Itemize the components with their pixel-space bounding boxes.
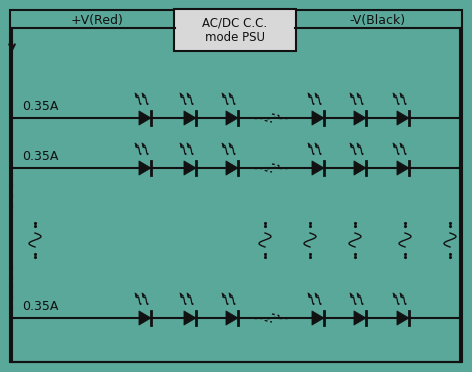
- Polygon shape: [226, 161, 238, 175]
- Text: +V(Red): +V(Red): [71, 13, 124, 26]
- Polygon shape: [184, 161, 196, 175]
- Polygon shape: [184, 111, 196, 125]
- Polygon shape: [226, 311, 238, 325]
- Polygon shape: [312, 311, 324, 325]
- Text: 0.35A: 0.35A: [22, 99, 58, 112]
- Polygon shape: [397, 111, 409, 125]
- Polygon shape: [139, 311, 151, 325]
- FancyBboxPatch shape: [174, 9, 296, 51]
- Polygon shape: [226, 111, 238, 125]
- Polygon shape: [139, 161, 151, 175]
- Text: 0.35A: 0.35A: [22, 150, 58, 163]
- Polygon shape: [312, 161, 324, 175]
- Polygon shape: [397, 311, 409, 325]
- Text: -V(Black): -V(Black): [349, 13, 405, 26]
- Polygon shape: [184, 311, 196, 325]
- Polygon shape: [354, 311, 366, 325]
- Polygon shape: [354, 161, 366, 175]
- Text: 0.35A: 0.35A: [22, 299, 58, 312]
- Text: AC/DC C.C.
mode PSU: AC/DC C.C. mode PSU: [202, 16, 268, 44]
- Polygon shape: [139, 111, 151, 125]
- Polygon shape: [397, 161, 409, 175]
- Polygon shape: [312, 111, 324, 125]
- Polygon shape: [354, 111, 366, 125]
